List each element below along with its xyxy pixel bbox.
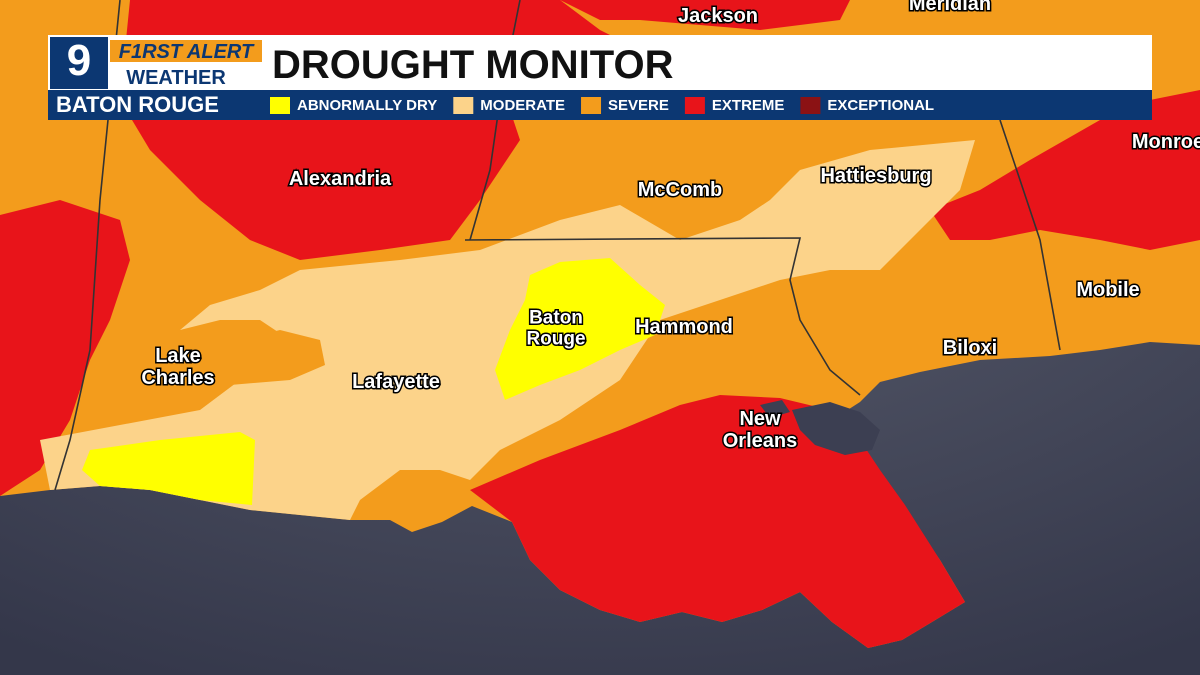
city-label: Monroe <box>1132 131 1200 153</box>
lake-pontchartrain <box>792 402 880 455</box>
moderate-band <box>40 140 975 520</box>
city-label: Jackson <box>678 5 758 27</box>
lake-maurepas <box>760 400 790 418</box>
legend-swatch <box>800 97 821 114</box>
city-label: Hattiesburg <box>820 165 931 187</box>
title: DROUGHT MONITOR <box>272 43 674 87</box>
legend-label: SEVERE <box>608 97 669 114</box>
city-label: Biloxi <box>943 337 997 359</box>
abnormally-dry-sw <box>82 432 255 505</box>
severe-lobe <box>160 330 325 395</box>
brand-top: F1RST ALERT <box>119 41 255 63</box>
city-label: Lake Charles <box>141 345 214 389</box>
city-label: Baton Rouge <box>526 308 585 350</box>
city-label: Mobile <box>1076 279 1139 301</box>
legend-swatch <box>684 97 705 114</box>
legend-label: ABNORMALLY DRY <box>297 97 437 114</box>
legend: ABNORMALLY DRY MODERATE SEVERE EXTREME EXCEP… <box>270 97 934 114</box>
city-label: Lafayette <box>352 371 440 393</box>
legend-label: EXTREME <box>712 97 785 114</box>
city-label: McComb <box>638 179 722 201</box>
brand-bottom: WEATHER <box>126 67 226 89</box>
city-label: New Orleans <box>723 408 797 452</box>
channel-number: 9 <box>67 36 91 85</box>
legend-swatch <box>453 97 474 114</box>
extreme-west <box>0 200 130 496</box>
logo-box <box>50 37 108 89</box>
legend-label: EXCEPTIONAL <box>827 97 934 114</box>
legend-label: MODERATE <box>480 97 565 114</box>
cities: Jackson Meridian Monroe Alexandria McCom… <box>140 0 1200 454</box>
abnormally-dry-br <box>495 258 665 400</box>
city-label: Meridian <box>909 0 991 15</box>
legend-swatch <box>581 97 602 114</box>
extreme-coast <box>470 395 965 648</box>
extreme-top <box>560 0 850 30</box>
legend-swatch <box>270 97 290 114</box>
city-label: Alexandria <box>289 168 392 190</box>
header: 9 F1RST ALERT WEATHER DROUGHT MONITOR BA… <box>48 35 1152 120</box>
brand-box <box>110 40 262 62</box>
city-label: Hammond <box>635 316 733 338</box>
extreme-east <box>930 90 1200 250</box>
location: BATON ROUGE <box>56 92 219 117</box>
